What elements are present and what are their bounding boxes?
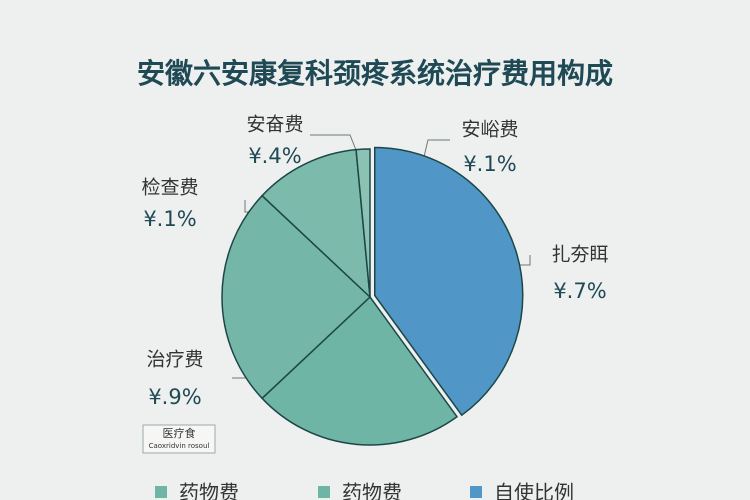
pie-slice <box>261 295 459 446</box>
pie-slice <box>221 194 372 400</box>
slice-value-label: ¥.4% <box>248 144 301 168</box>
chart-title: 安徽六安康复科颈疼系统治疗费用构成 <box>137 57 613 90</box>
watermark-text: Caoxridvin rosoul <box>149 442 210 450</box>
legend-swatch <box>155 486 167 498</box>
legend-label: 药物费 <box>179 481 239 500</box>
pie-slice <box>355 148 371 298</box>
leader-lines <box>232 134 531 379</box>
slice-label: 扎夯眲 <box>551 244 608 266</box>
slice-value-label: ¥.9% <box>148 385 201 409</box>
slice-label: 安奋费 <box>246 114 303 136</box>
slice-value-label: ¥.7% <box>553 279 606 303</box>
leader-line <box>310 134 359 156</box>
legend-swatch <box>470 486 482 498</box>
slice-label: 治疗费 <box>146 349 203 371</box>
pie-slice <box>374 146 524 417</box>
legend-label: 自使比例 <box>494 481 574 500</box>
slice-value-label: ¥.1% <box>463 152 516 176</box>
slice-label: 检查费 <box>141 177 198 199</box>
slice-value-label: ¥.1% <box>143 207 196 231</box>
slice-label: 安峪费 <box>461 119 518 141</box>
watermark-box <box>142 424 216 454</box>
legend-swatch <box>318 486 330 498</box>
legend-label: 药物费 <box>342 481 402 500</box>
pie-slice <box>261 148 371 299</box>
watermark-text: 医疗食 <box>163 426 196 440</box>
